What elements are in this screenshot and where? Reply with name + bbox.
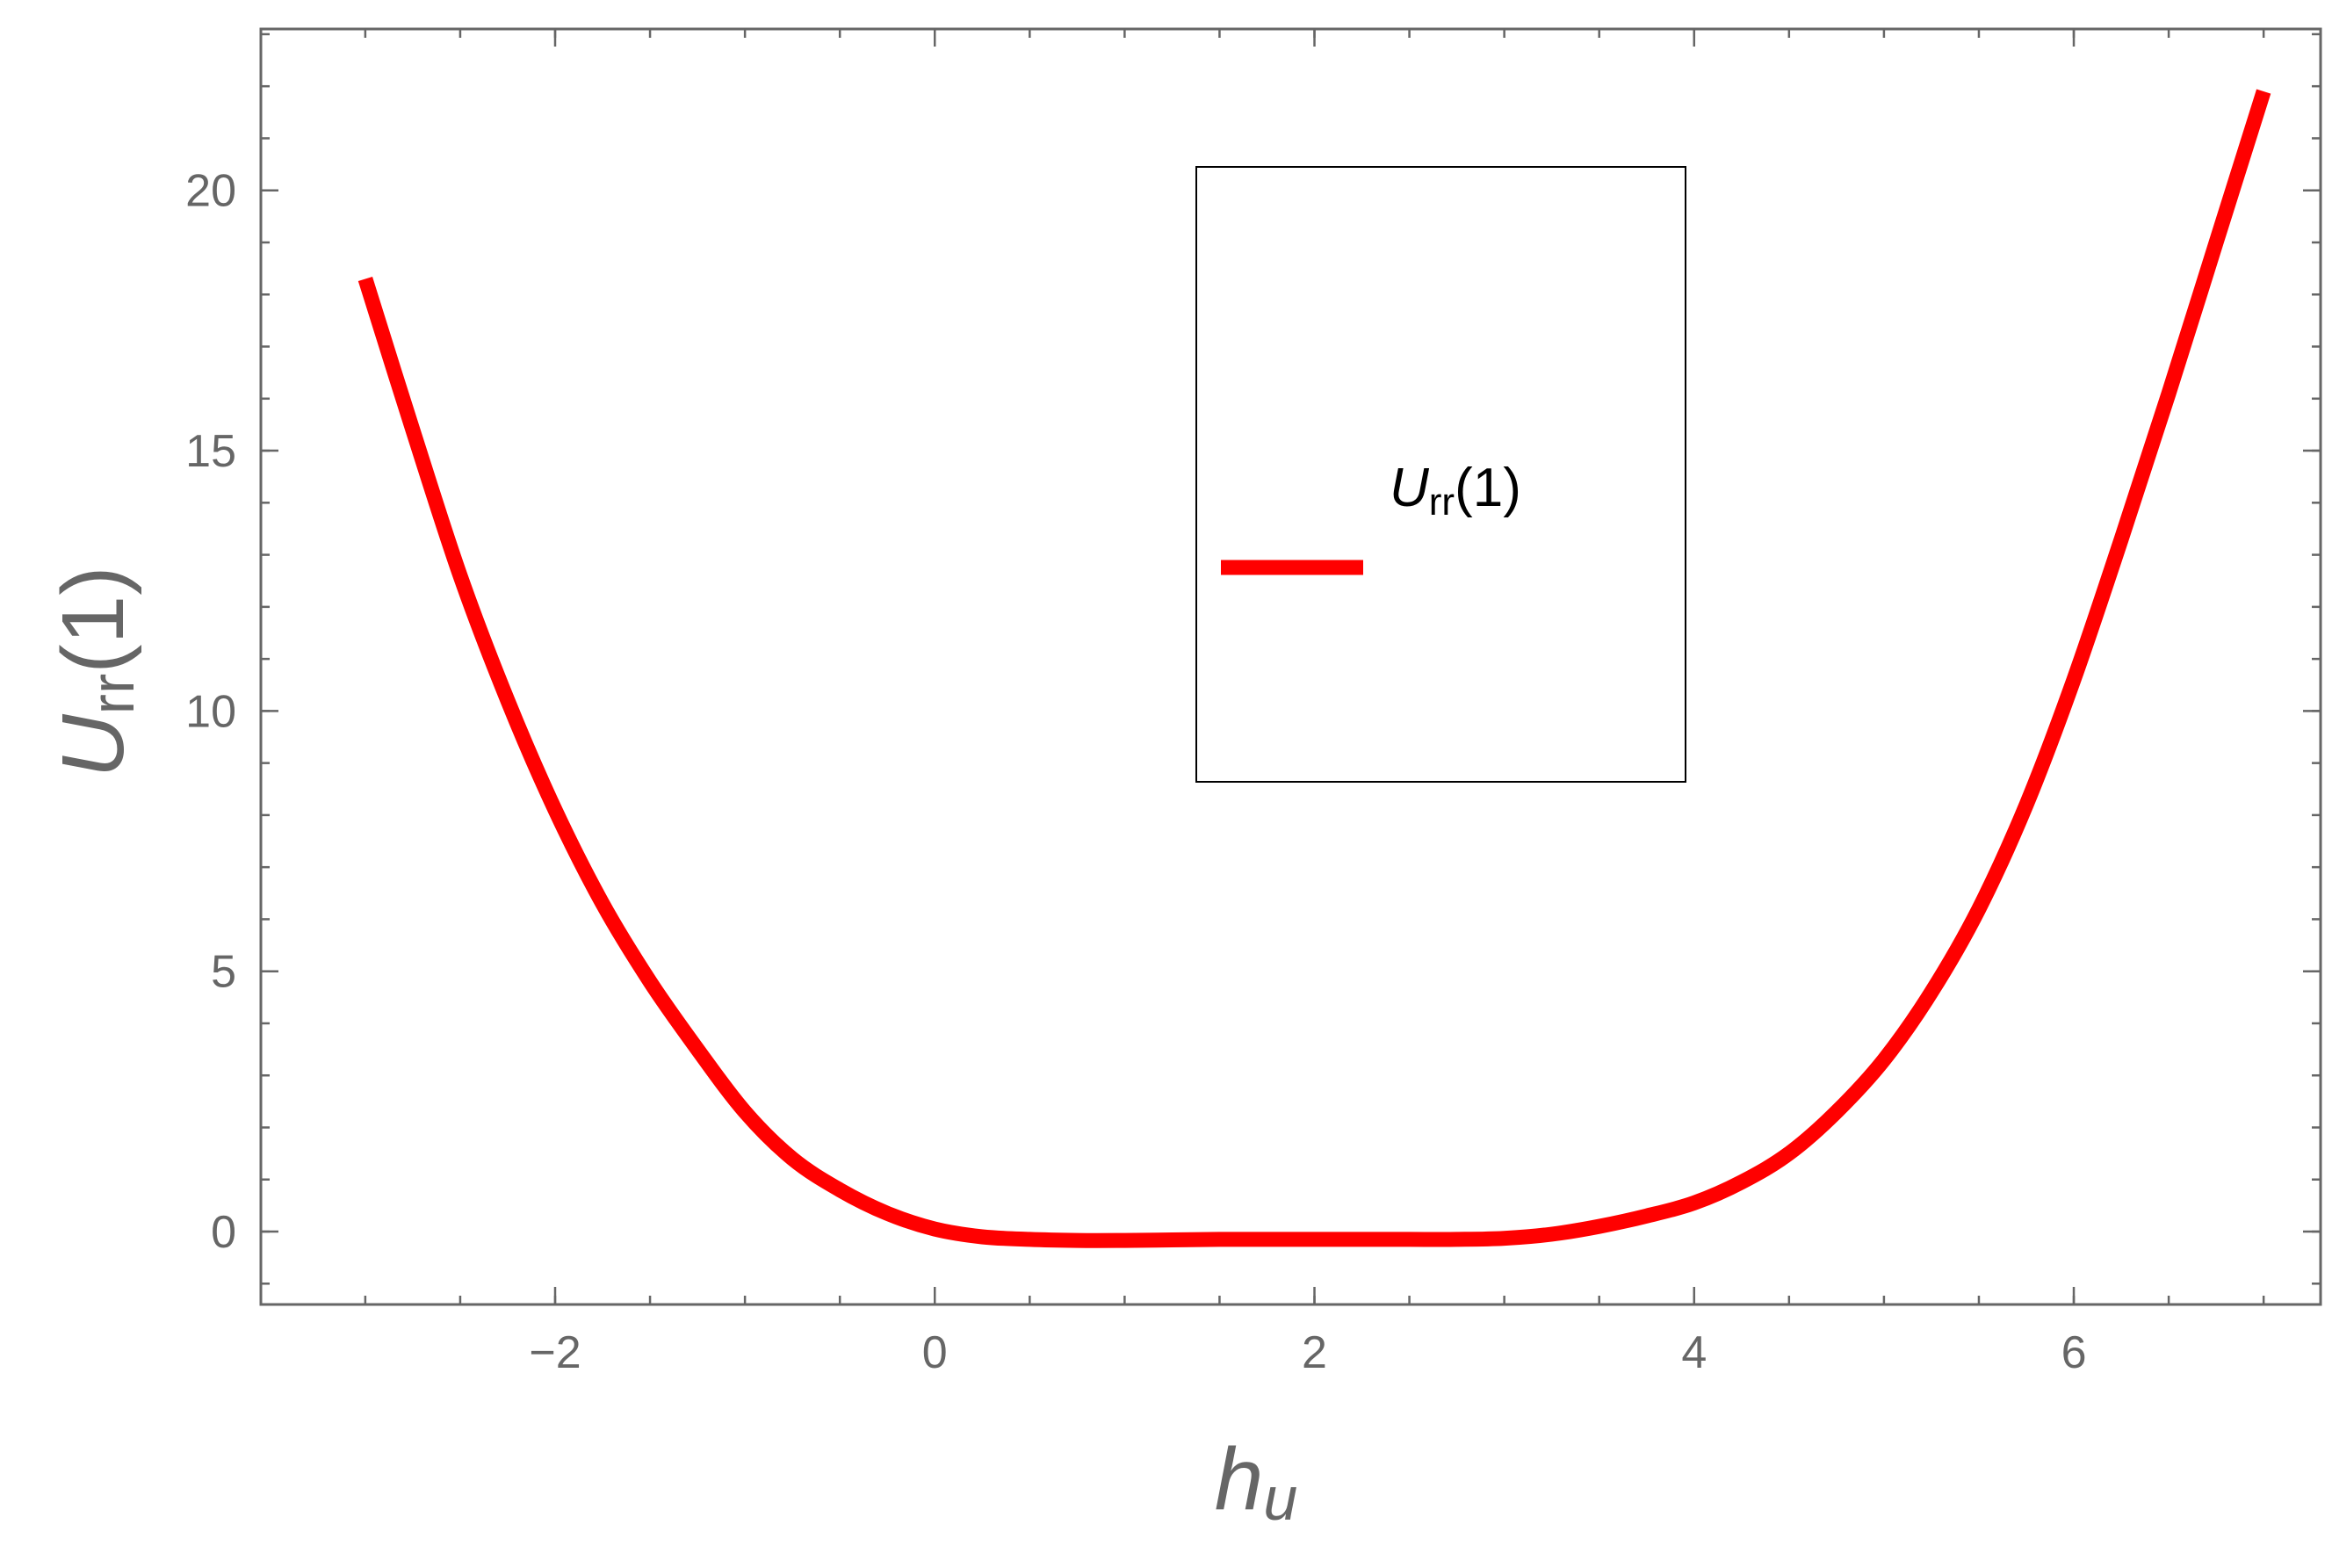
x-tick-label: −2 (529, 1327, 581, 1378)
y-tick-label: 10 (185, 686, 236, 737)
legend-box (1195, 166, 1686, 783)
y-tick-label: 15 (185, 426, 236, 477)
legend-label: Urr(1) (1390, 458, 1521, 524)
x-tick-label: 2 (1302, 1327, 1327, 1378)
y-axis-title: Urr(1) (44, 566, 147, 777)
ticks (261, 29, 2321, 1304)
x-axis-title: hu (1215, 1430, 1298, 1533)
y-tick-label: 20 (185, 166, 236, 217)
y-tick-label: 5 (211, 947, 236, 998)
tick-labels: −2 0 2 4 6 0 5 10 15 20 (185, 166, 2086, 1378)
x-tick-label: 0 (922, 1327, 948, 1378)
y-tick-label: 0 (211, 1207, 236, 1258)
series-line-urr1 (357, 89, 2271, 1248)
x-tick-label: 6 (2061, 1327, 2087, 1378)
plot-frame (259, 27, 2322, 1306)
legend: Urr(1) (1195, 166, 1686, 783)
x-tick-label: 4 (1681, 1327, 1707, 1378)
